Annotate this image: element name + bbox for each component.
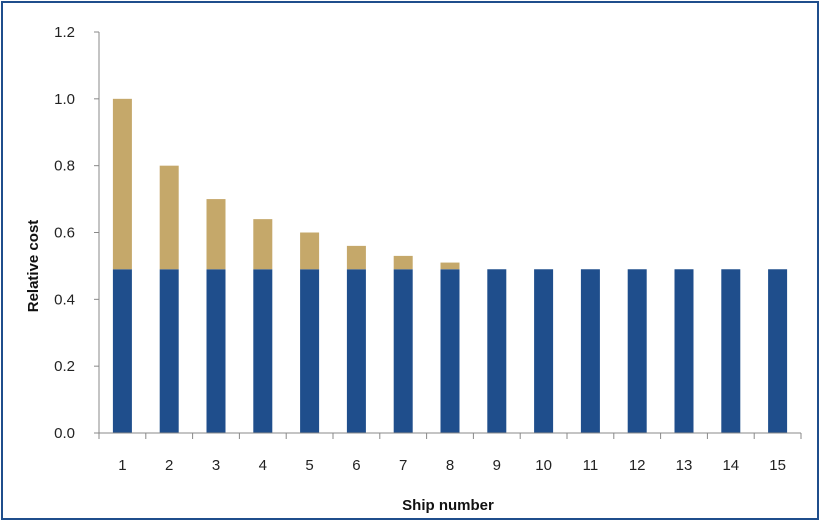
bar-series2-ship-3	[206, 199, 226, 270]
bar-series2-ship-5	[300, 232, 320, 270]
bar-series1-ship-3	[206, 269, 226, 433]
bar-series1-ship-4	[253, 269, 273, 433]
bar-series1-ship-6	[346, 269, 366, 433]
x-tick-label: 7	[399, 457, 407, 474]
bar-series1-ship-1	[112, 269, 132, 433]
bar-series1-ship-15	[768, 269, 788, 433]
bar-series1-ship-7	[393, 269, 413, 433]
x-tick-label: 12	[629, 457, 646, 474]
y-axis-title: Relative cost	[25, 220, 42, 313]
y-tick-label: 0.2	[54, 358, 75, 375]
bars-group	[112, 98, 788, 433]
x-tick-label: 14	[722, 457, 739, 474]
y-tick-label: 0.4	[54, 291, 75, 308]
x-axis-title: Ship number	[402, 497, 494, 514]
bar-series1-ship-2	[159, 269, 179, 433]
bar-series2-ship-2	[159, 165, 179, 270]
bar-series1-ship-10	[534, 269, 554, 433]
bar-series1-ship-9	[487, 269, 507, 433]
x-tick-label: 4	[259, 457, 267, 474]
x-tick-label: 1	[118, 457, 126, 474]
bar-series2-ship-1	[112, 98, 132, 270]
bar-series1-ship-14	[721, 269, 741, 433]
axes-group: 0.00.20.40.60.81.01.21 2 3 4 5 6 7 8 9 10 11 12 13 14…	[54, 24, 802, 474]
bar-series1-ship-12	[627, 269, 647, 433]
x-tick-label: 10	[535, 457, 552, 474]
bar-series2-ship-6	[346, 245, 366, 270]
bar-series2-ship-7	[393, 255, 413, 270]
x-tick-label: 11	[583, 457, 599, 474]
bar-series1-ship-5	[300, 269, 320, 433]
bar-series1-ship-11	[580, 269, 600, 433]
bar-series1-ship-13	[674, 269, 694, 433]
y-tick-label: 1.0	[54, 91, 75, 108]
bar-series2-ship-8	[440, 262, 460, 270]
x-tick-label: 15	[769, 457, 786, 474]
y-tick-label: 0.8	[54, 158, 75, 175]
x-tick-label: 5	[305, 457, 313, 474]
x-tick-label: 2	[165, 457, 173, 474]
x-tick-label: 6	[352, 457, 360, 474]
y-tick-label: 0.0	[54, 425, 75, 442]
x-tick-label: 8	[446, 457, 454, 474]
bar-series2-ship-4	[253, 219, 273, 270]
x-tick-label: 3	[212, 457, 220, 474]
x-tick-label: 9	[493, 457, 501, 474]
y-tick-label: 1.2	[54, 24, 75, 41]
bar-series1-ship-8	[440, 269, 460, 433]
x-tick-label: 13	[676, 457, 693, 474]
y-tick-label: 0.6	[54, 225, 75, 242]
